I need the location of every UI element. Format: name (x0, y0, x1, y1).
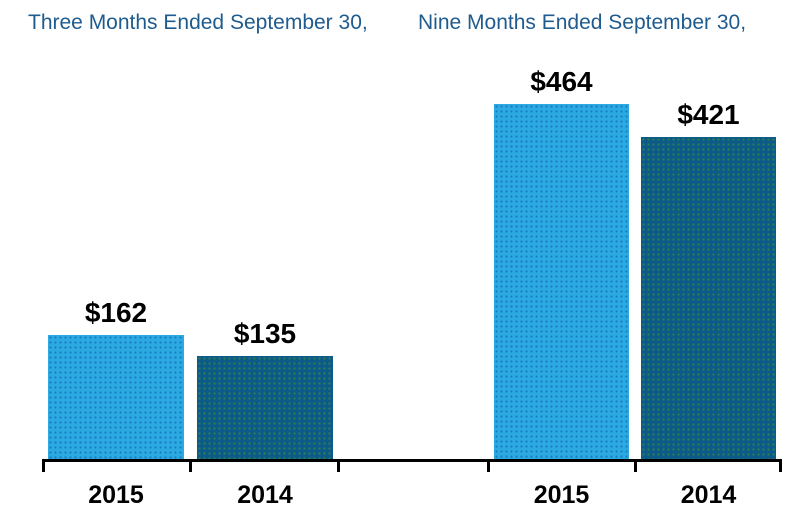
bar-value-label-2014-nine-months: $421 (677, 99, 740, 130)
x-axis-tick (779, 459, 782, 472)
x-axis-category-2014-three-months: 2014 (237, 481, 293, 509)
x-axis-category-2014-nine-months: 2014 (680, 481, 737, 509)
bar-2014-three-months (197, 356, 333, 459)
bar-2014-nine-months (641, 137, 776, 459)
x-axis-category-2015-nine-months: 2015 (533, 481, 590, 509)
x-axis-tick (337, 459, 340, 472)
bar-value-label-2014-three-months: $135 (233, 318, 297, 349)
bar-value-label-2015-three-months: $162 (84, 297, 148, 328)
x-axis-tick (42, 459, 45, 472)
x-axis-tick (189, 459, 192, 472)
bar-value-label-2015-nine-months: $464 (530, 66, 593, 97)
x-axis-line (42, 459, 782, 462)
bar-2015-three-months (48, 335, 184, 459)
x-axis-category-2015-three-months: 2015 (88, 481, 144, 509)
x-axis-tick (634, 459, 637, 472)
group-title-three-months: Three Months Ended September 30, (28, 11, 368, 34)
x-axis-tick (487, 459, 490, 472)
group-title-nine-months: Nine Months Ended September 30, (418, 11, 747, 34)
bar-2015-nine-months (494, 104, 629, 459)
